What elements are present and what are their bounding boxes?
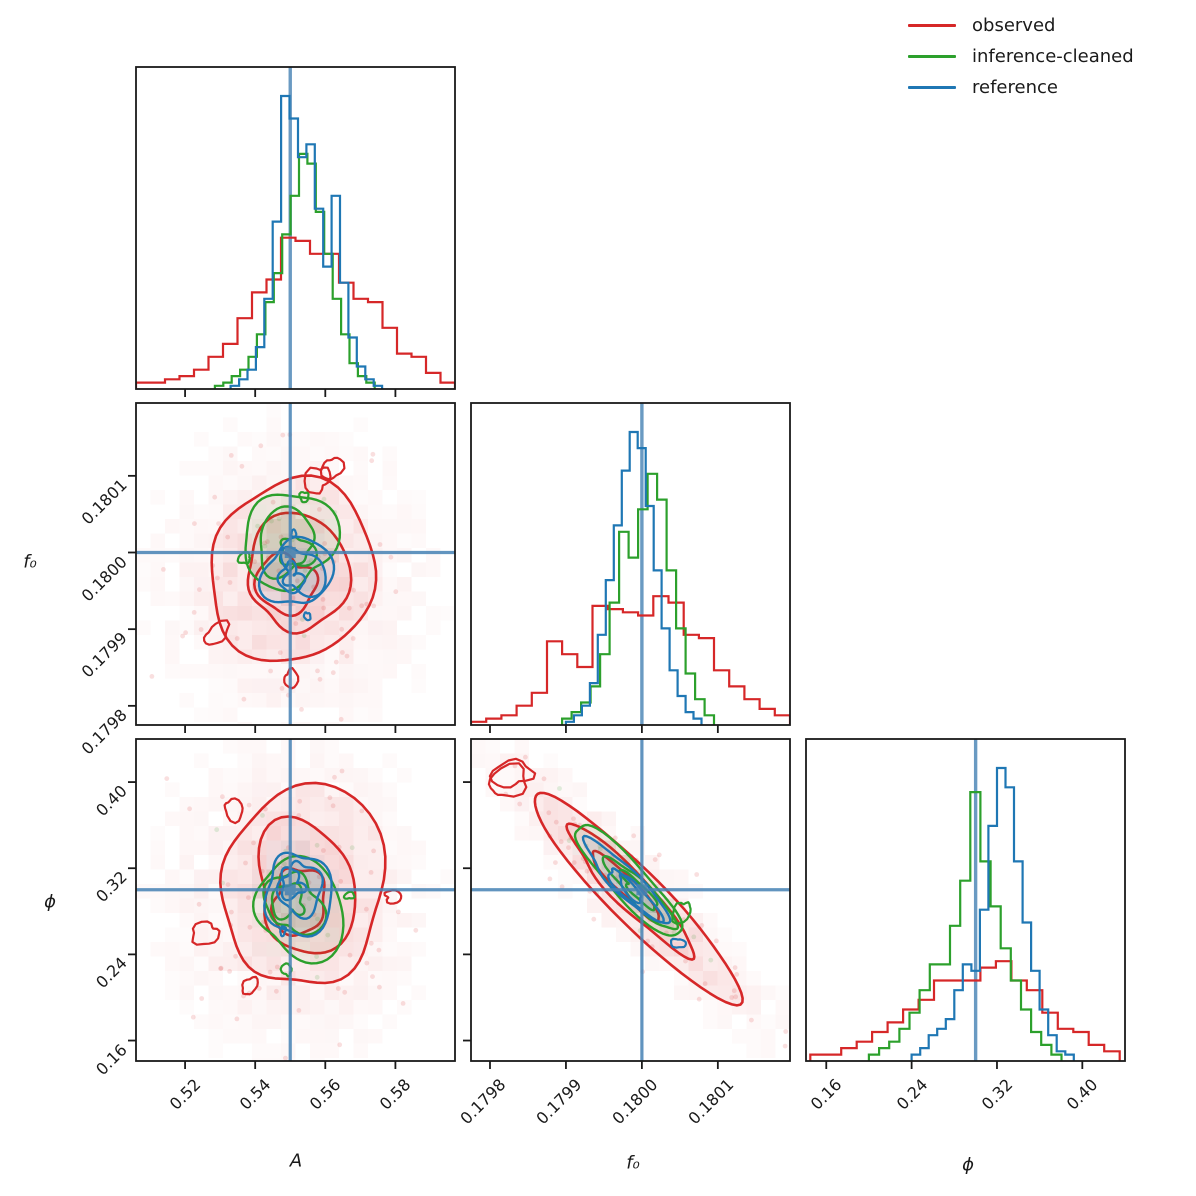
legend-label-observed: observed [972,15,1056,36]
panel-2d-A-f0 [128,402,456,733]
legend-line-observed [908,24,956,27]
contour-island-reference [670,937,687,949]
hist-step-reference [564,430,703,725]
panel-border [135,402,456,726]
contour-island-reference [279,925,288,938]
x-axis-label-A: A [289,1150,303,1172]
contour-island-inference-cleaned [236,550,251,565]
contour-island-observed [202,619,231,646]
legend-line-inference-cleaned [908,55,956,58]
panel-border [135,66,456,390]
panel-border [470,738,791,1062]
hist-step-inference-cleaned [213,152,376,389]
legend-label-inference-cleaned: inference-cleaned [972,46,1134,67]
contour-island-inference-cleaned [298,491,310,504]
contour-island-observed [488,757,537,789]
truth-crosshair [136,739,455,1061]
panel-2d-A-phi [128,738,456,1069]
x-axis-label-f0: f₀ [626,1152,640,1174]
hist-step-reference [910,766,1075,1061]
panel-2d-f0-phi-content [471,739,790,1061]
scatter-observed [164,768,419,1061]
contour-island-inference-cleaned [671,901,692,925]
heatmap-observed [471,753,790,1029]
panel-hist-f0 [470,402,791,733]
truth-marker [284,884,296,896]
legend-item-observed: observed [908,10,1194,41]
hist-step-reference [229,94,384,389]
contours-reference [581,834,687,949]
legend-line-reference [908,86,956,89]
contour-island-reference [302,611,312,622]
panel-border [470,402,791,726]
panel-border [805,738,1126,1062]
hist-step-observed [809,960,1121,1061]
panel-hist-phi-content [809,739,1121,1061]
x-axis-label-phi: ϕ [962,1154,974,1176]
legend-item-reference: reference [908,72,1194,103]
panel-hist-phi [805,738,1126,1069]
contour-island-observed [319,456,346,481]
legend-item-inference-cleaned: inference-cleaned [908,41,1194,72]
contours-observed [202,456,378,690]
y-axis-label-f0: f₀ [23,551,37,573]
panel-2d-A-phi-content [136,739,455,1061]
panel-hist-A-content [136,67,455,389]
hist-step-inference-cleaned [561,472,716,725]
contour-island-observed [241,975,259,996]
panel-2d-A-f0-content [136,403,455,725]
truth-marker [636,884,648,896]
legend: observed inference-cleaned reference [908,10,1194,103]
legend-label-reference: reference [972,77,1058,98]
truth-crosshair [471,739,790,1061]
contour-island-observed [191,920,221,946]
contours-reference [263,851,333,938]
y-axis-label-phi: ϕ [44,891,56,913]
contour-island-inference-cleaned [342,890,356,900]
hist-step-observed [136,236,455,389]
panel-hist-f0-content [471,403,790,725]
hist-step-inference-cleaned [867,791,1063,1061]
hist-step-observed [471,595,790,725]
contour-island-observed [223,797,244,825]
truth-crosshair [136,403,455,725]
contour-island-observed [303,466,332,495]
panel-2d-f0-phi [463,738,791,1069]
panel-border [135,738,456,1062]
truth-marker [284,547,296,558]
panel-hist-A [135,66,456,397]
